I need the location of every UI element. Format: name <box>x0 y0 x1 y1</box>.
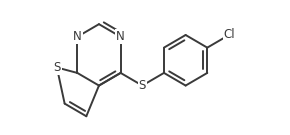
Text: N: N <box>73 30 82 43</box>
Text: N: N <box>116 30 125 43</box>
Text: S: S <box>139 79 146 92</box>
Text: Cl: Cl <box>223 28 235 41</box>
Text: S: S <box>53 61 61 74</box>
